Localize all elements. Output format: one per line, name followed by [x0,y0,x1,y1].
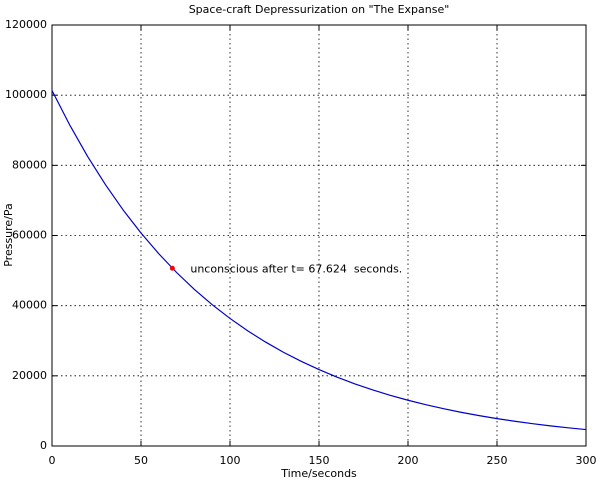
annotation: unconscious after t= 67.624 seconds. [190,262,402,275]
data-line [51,90,587,431]
y-tick-label: 60000 [12,229,47,242]
y-tick-label: 20000 [12,369,47,382]
y-tick-label: 100000 [5,88,47,101]
plot-frame [51,24,587,447]
marker-point [169,265,175,271]
chart-title: Space-craft Depressurization on "The Exp… [189,3,450,16]
x-tick-label: 50 [134,454,148,467]
x-tick-label: 200 [398,454,419,467]
y-axis-label: Pressure/Pa [2,203,15,267]
y-tick-label: 40000 [12,299,47,312]
y-tick-label: 120000 [5,18,47,31]
x-tick-label: 150 [309,454,330,467]
x-tick-label: 0 [49,454,56,467]
y-tick-label: 0 [40,439,47,452]
x-tick-label: 100 [220,454,241,467]
x-tick-label: 300 [576,454,597,467]
y-tick-label: 80000 [12,158,47,171]
x-tick-label: 250 [487,454,508,467]
x-axis-label: Time/seconds [280,467,357,480]
